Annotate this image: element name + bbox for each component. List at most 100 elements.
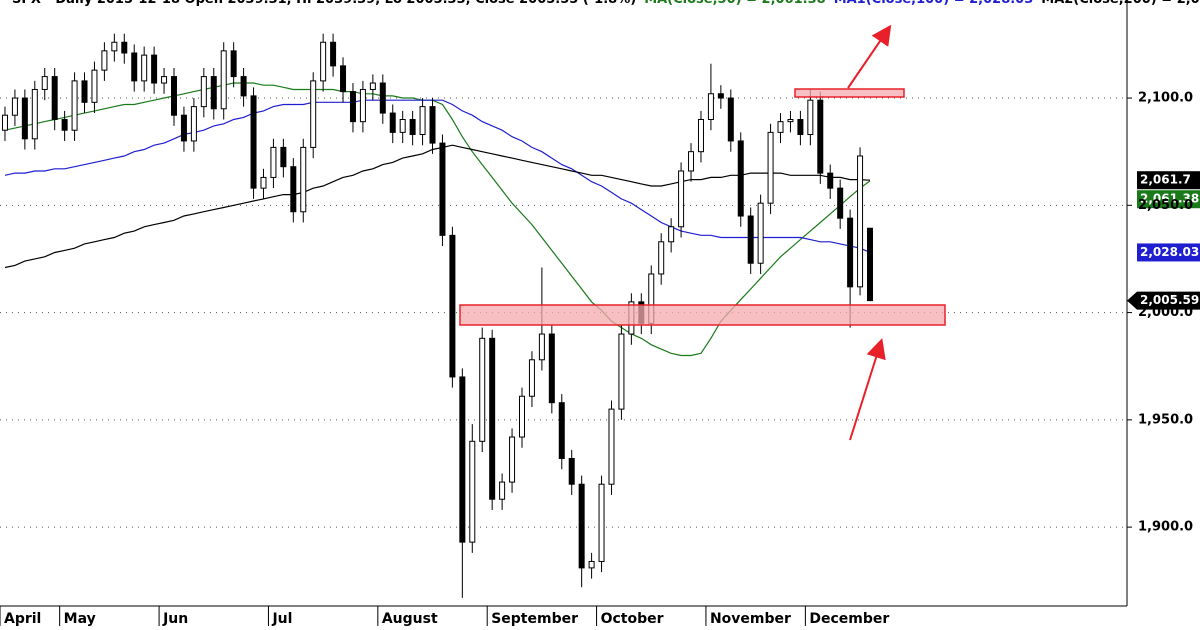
candle-body [240,76,247,97]
candle-body [678,170,685,228]
candle-body [499,481,506,500]
candle-body [71,80,78,131]
candle-body [598,483,605,562]
x-tick-label: December [809,611,889,627]
candle-body [1,114,8,131]
candle-body [220,50,227,110]
candle-body [260,176,267,189]
candle-body [131,52,138,82]
ma-line [4,99,871,253]
candle-body [558,402,565,459]
candle-body [697,118,704,153]
candle-body [857,155,864,288]
candle-body [111,41,118,52]
value-tag [1137,243,1200,262]
candle-body [608,408,615,485]
candle-body [210,76,217,110]
candle-body [429,106,436,144]
candle-body [717,93,724,99]
candle-body [837,187,844,219]
candle-body [320,41,327,82]
candle-body [767,131,774,204]
candle-body [827,172,834,189]
x-tick-label: Jul [271,611,292,627]
x-tick-label: April [4,611,41,627]
value-tag-label: 2,028.03 [1140,245,1199,259]
candle-body [330,41,337,67]
candle-body [658,241,665,275]
candle-body [21,97,28,140]
candle-body [61,118,68,131]
candle-body [489,337,496,500]
candle-body [578,483,585,569]
value-tag-label: 2,061.7 [1140,173,1191,187]
candle-body [91,69,98,103]
chart-header: SPX - Daily 2015-12-18 Open 2039.31, Hi … [12,0,1200,7]
candle-body [101,50,108,71]
candle-body [469,440,476,543]
y-tick-label: 1,950.0 [1138,412,1193,427]
x-tick-label: September [491,611,578,627]
candle-body [280,146,287,168]
candle-body [200,76,207,108]
arrow [847,24,892,89]
candle-body [389,112,396,133]
resistance-zone [794,88,905,98]
candle-body [11,97,18,116]
x-tick-label: August [382,611,438,627]
candle-body [369,82,376,90]
candle-body [479,337,486,442]
header-part: SPX - Daily 2015-12-18 Open 2039.31, Hi … [12,0,636,7]
candle-body [538,333,545,361]
candle-body [618,333,625,410]
support-zone [459,304,946,326]
y-tick-label: 2,100.0 [1138,91,1193,106]
x-tick-label: October [601,611,664,627]
candle-body [568,457,575,485]
candle-body [121,41,128,54]
arrow [849,338,886,441]
candle-body [141,54,148,82]
candle-body [340,65,347,93]
candle-body [817,99,824,174]
candle-body [528,359,535,397]
x-tick-label: Jun [162,611,188,627]
x-tick-label: May [64,611,96,627]
candle-body [151,54,158,84]
value-tag [1137,171,1200,190]
candle-body [310,80,317,148]
candle-body [230,50,237,78]
candle-body [359,88,366,123]
candle-body [349,91,356,123]
candle-body [190,106,197,142]
value-tag-label: 2,061.38 [1140,192,1199,206]
candle-body [797,118,804,136]
candle-body [419,106,426,136]
candle-body [519,395,525,438]
candle-body [379,82,386,114]
candle-body [688,151,695,172]
candle-body [459,376,466,543]
last-value-tags: 2,061.7 2,061.38 2,028.03 2,005.59 [1127,171,1200,310]
candle-body [588,560,595,569]
candle-body [399,118,406,133]
header-part: MA1(Close,100) = 2,028.03 [834,0,1034,7]
ma-line [4,144,871,269]
candle-body [707,93,714,120]
candle-body [439,142,446,236]
close-tag [1127,291,1200,310]
close-tag-label: 2,005.59 [1140,293,1199,307]
candle-body [747,215,754,264]
candle-body [31,88,38,140]
candle-body [867,227,873,302]
candle-body [847,217,854,288]
candle-body [180,114,187,142]
value-tag [1137,190,1200,209]
header-part: MA(Close,50) = 2,061.38 [644,0,826,7]
candle-body [757,202,764,264]
candle-body [737,140,744,217]
candle-body [161,76,168,84]
candle-body [777,121,784,133]
candle-body [668,226,675,243]
